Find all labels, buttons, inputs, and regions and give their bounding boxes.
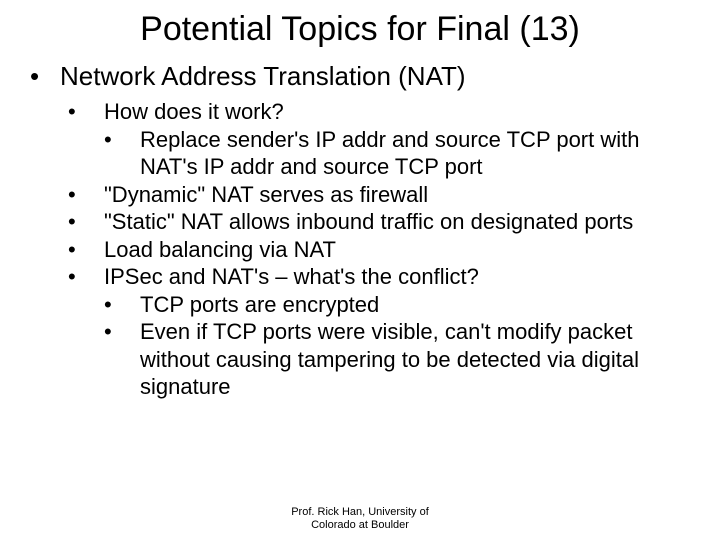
footer-line: Prof. Rick Han, University of — [0, 506, 720, 519]
slide-title: Potential Topics for Final (13) — [30, 10, 690, 49]
list-item-text: "Static" NAT allows inbound traffic on d… — [104, 208, 633, 236]
list-item-text: Even if TCP ports were visible, can't mo… — [140, 318, 690, 401]
bullet-l1: • — [30, 61, 60, 92]
slide-footer: Prof. Rick Han, University of Colorado a… — [0, 506, 720, 532]
bullet-l2: • — [68, 236, 104, 264]
topic-heading-text: Network Address Translation (NAT) — [60, 61, 466, 92]
topic-heading: • Network Address Translation (NAT) — [30, 61, 690, 92]
bullet-l3: • — [104, 318, 140, 401]
list-item: • Load balancing via NAT — [68, 236, 690, 264]
bullet-l2: • — [68, 98, 104, 126]
list-item: • Even if TCP ports were visible, can't … — [104, 318, 690, 401]
list-item: • Replace sender's IP addr and source TC… — [104, 126, 690, 181]
bullet-l2: • — [68, 208, 104, 236]
list-item: • "Static" NAT allows inbound traffic on… — [68, 208, 690, 236]
list-item-text: TCP ports are encrypted — [140, 291, 379, 319]
list-item: • How does it work? — [68, 98, 690, 126]
list-item-text: IPSec and NAT's – what's the conflict? — [104, 263, 479, 291]
bullet-l2: • — [68, 181, 104, 209]
list-item: • IPSec and NAT's – what's the conflict? — [68, 263, 690, 291]
bullet-l2: • — [68, 263, 104, 291]
list-item-text: Replace sender's IP addr and source TCP … — [140, 126, 690, 181]
bullet-l3: • — [104, 291, 140, 319]
bullet-l3: • — [104, 126, 140, 181]
list-item: • "Dynamic" NAT serves as firewall — [68, 181, 690, 209]
footer-line: Colorado at Boulder — [0, 519, 720, 532]
list-item-text: Load balancing via NAT — [104, 236, 336, 264]
list-item: • TCP ports are encrypted — [104, 291, 690, 319]
list-item-text: How does it work? — [104, 98, 284, 126]
list-item-text: "Dynamic" NAT serves as firewall — [104, 181, 428, 209]
